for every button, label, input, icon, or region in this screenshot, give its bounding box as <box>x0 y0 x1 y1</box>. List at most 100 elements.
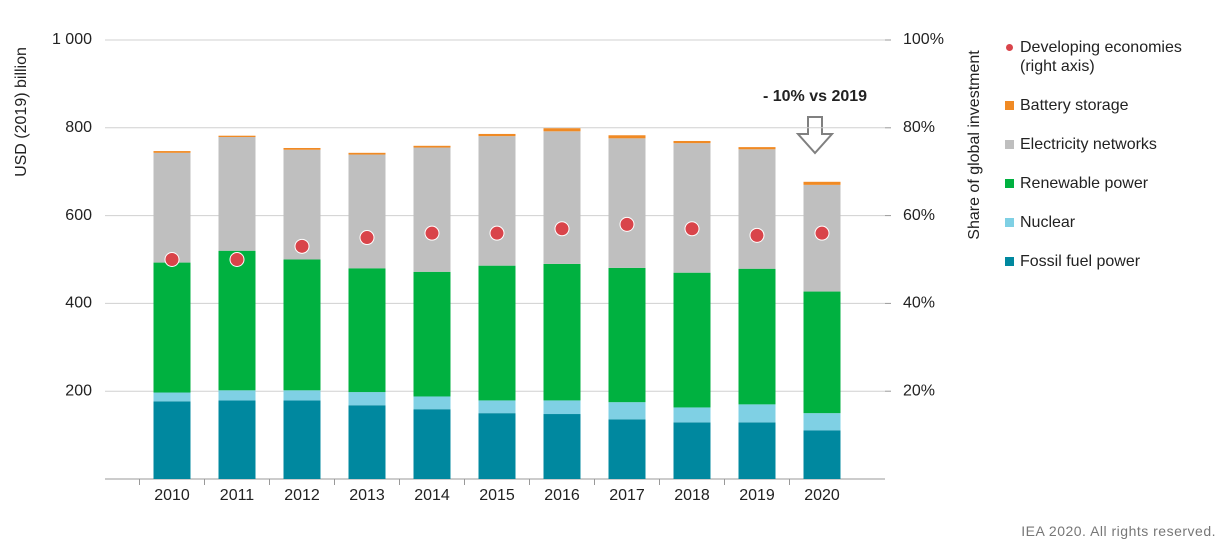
x-tick-label: 2011 <box>220 487 255 504</box>
bar-segment <box>738 404 776 423</box>
bar-segment <box>673 272 711 408</box>
bar-segment <box>413 145 451 148</box>
x-tick-label: 2020 <box>804 487 840 504</box>
bar-segment <box>478 400 516 414</box>
bar-segment <box>348 152 386 155</box>
point <box>164 252 180 267</box>
bar-segment <box>738 149 776 269</box>
bar-segment <box>153 262 191 393</box>
bar-segment <box>283 390 321 401</box>
y-tick-label: 1 000 <box>52 31 92 48</box>
point <box>424 225 440 241</box>
legend-item: Renewable power <box>1005 174 1215 193</box>
bar-segment <box>413 396 451 410</box>
x-tick-label: 2012 <box>284 487 320 504</box>
x-tick-label: 2013 <box>349 487 385 504</box>
point <box>229 252 245 267</box>
legend-label: Nuclear <box>1020 214 1076 231</box>
legend-swatch <box>1005 179 1014 188</box>
legend-label: Battery storage <box>1020 97 1129 114</box>
point <box>684 221 700 237</box>
bar-segment <box>608 267 646 403</box>
legend-label: Developing economies (right axis) <box>1020 39 1182 75</box>
bar-segment <box>608 135 646 139</box>
bar-segment <box>153 392 191 402</box>
legend-item: Nuclear <box>1005 213 1215 232</box>
x-tick-label: 2015 <box>479 487 515 504</box>
legend-swatch <box>1005 257 1014 266</box>
legend-swatch <box>1005 101 1014 110</box>
bar-segment <box>348 154 386 269</box>
legend: Developing economies (right axis) Battery… <box>1005 38 1215 291</box>
bar-segment <box>283 147 321 150</box>
y2-axis-title: Share of global investment <box>966 50 983 240</box>
bar-segment <box>608 138 646 268</box>
y2-tick-label: 40% <box>903 295 935 312</box>
bar-segment <box>413 271 451 397</box>
y2-tick-label: 60% <box>903 207 935 224</box>
bar-segment <box>348 405 386 479</box>
bar-segment <box>283 400 321 479</box>
legend-item: Electricity networks <box>1005 135 1215 154</box>
bar-segment <box>608 419 646 479</box>
point <box>294 238 310 254</box>
bar-segment <box>673 422 711 479</box>
point <box>814 225 830 241</box>
bar-segment <box>413 409 451 479</box>
bar-segment <box>738 422 776 479</box>
bar-segment <box>478 133 516 137</box>
bar-segment <box>218 250 256 391</box>
legend-label: Electricity networks <box>1020 136 1157 153</box>
y2-tick-label: 20% <box>903 382 935 399</box>
bar-segment <box>803 430 841 479</box>
bar-segment <box>218 137 256 251</box>
legend-label: Fossil fuel power <box>1020 253 1141 270</box>
bar-segment <box>153 401 191 479</box>
bar-segment <box>153 151 191 153</box>
bar-segment <box>478 136 516 266</box>
annotation: - 10% vs 2019 <box>763 88 867 105</box>
bar-segment <box>153 152 191 263</box>
x-tick-label: 2017 <box>609 487 645 504</box>
bar-segment <box>283 259 321 391</box>
point <box>554 221 570 237</box>
bar-segment <box>738 268 776 405</box>
bar-segment <box>673 407 711 423</box>
y2-tick-label: 80% <box>903 119 935 136</box>
bar-segment <box>608 402 646 420</box>
bar-segment <box>543 131 581 264</box>
bar-segment <box>413 147 451 272</box>
y-axis-title: USD (2019) billion <box>13 47 30 177</box>
bar-segment <box>803 291 841 414</box>
legend-item: Developing economies (right axis) <box>1005 38 1215 76</box>
y-tick-label: 600 <box>65 207 92 224</box>
point <box>489 225 505 241</box>
bar-segment <box>738 147 776 150</box>
bar-segment <box>673 143 711 273</box>
y-tick-label: 400 <box>65 295 92 312</box>
legend-item: Fossil fuel power <box>1005 252 1215 271</box>
x-tick-label: 2019 <box>739 487 775 504</box>
x-tick-label: 2018 <box>674 487 710 504</box>
bar-segment <box>803 181 841 185</box>
bar-segment <box>218 400 256 479</box>
point <box>749 227 765 243</box>
bar-segment <box>543 414 581 479</box>
point <box>619 216 635 232</box>
y-tick-label: 800 <box>65 119 92 136</box>
bar-segment <box>543 400 581 415</box>
bar-segment <box>218 135 256 138</box>
x-tick-label: 2016 <box>544 487 580 504</box>
bar-segment <box>543 263 581 401</box>
y-tick-label: 200 <box>65 382 92 399</box>
bar-segment <box>478 413 516 479</box>
source-note: IEA 2020. All rights reserved. <box>1021 523 1216 539</box>
bar-segment <box>543 128 581 132</box>
legend-swatch <box>1006 44 1013 51</box>
legend-item: Battery storage <box>1005 96 1215 115</box>
legend-swatch <box>1005 140 1014 149</box>
bar-segment <box>348 268 386 393</box>
bar-segment <box>478 265 516 401</box>
y2-tick-label: 100% <box>903 31 944 48</box>
